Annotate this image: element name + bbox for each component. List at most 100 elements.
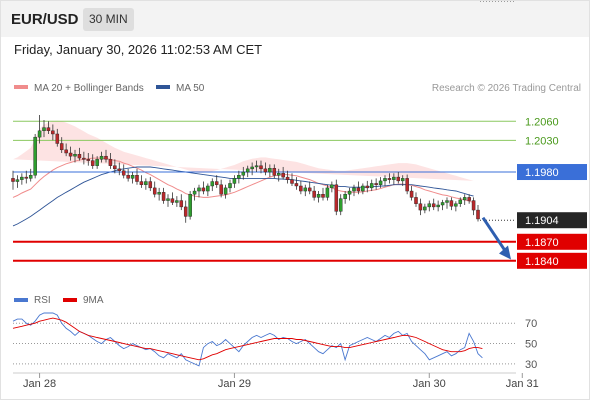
candle-body [449, 200, 454, 207]
x-axis: Jan 28 Jan 29 Jan 30 Jan 31 [13, 372, 539, 390]
legend-label-ma20: MA 20 + Bollinger Bands [34, 83, 144, 94]
candle-body [11, 178, 15, 182]
forecast-arrow-head [499, 245, 511, 260]
candle-body [392, 176, 396, 180]
candle-body [263, 168, 268, 173]
candle-body [347, 190, 352, 195]
candle-body [237, 174, 241, 179]
candle-body [183, 206, 188, 217]
candle-body [113, 165, 117, 170]
candle-body [152, 187, 157, 195]
candle-body [423, 206, 427, 211]
candle-body [28, 174, 33, 179]
candle-body [139, 181, 144, 185]
level-label-1.2030: 1.2030 [525, 135, 559, 147]
candle-body [55, 133, 60, 144]
candle-body [170, 198, 175, 203]
candle-body [383, 178, 387, 182]
candle-body [130, 174, 135, 179]
candle-body [299, 185, 303, 192]
x-tick-label: Jan 30 [413, 378, 446, 390]
rsi-legend: RSI 9MA [14, 295, 104, 306]
candle-body [64, 149, 68, 154]
candle-body [33, 136, 37, 176]
candle-body [378, 180, 383, 185]
candle-body [51, 130, 55, 135]
candle-body [316, 194, 321, 198]
candle-body [210, 181, 215, 187]
rsi-tick-label: 50 [525, 339, 537, 351]
level-badge-1.1840 [517, 252, 587, 269]
candle-body [121, 170, 126, 176]
legend-label-9ma: 9MA [83, 295, 104, 306]
candle-body [206, 185, 210, 192]
candle-body [86, 159, 91, 161]
candle-body [387, 178, 392, 180]
rsi-line [12, 312, 483, 367]
candle-body [223, 187, 228, 195]
candle-body [161, 192, 166, 201]
interval-button[interactable]: 30 MIN [83, 8, 134, 31]
level-badge-text-1.1840: 1.1840 [525, 256, 559, 268]
candle-body [405, 178, 409, 192]
candle-body [272, 168, 277, 176]
candle-body [188, 194, 192, 217]
legend-swatch-9ma [63, 298, 77, 302]
legend-label-ma50: MA 50 [176, 83, 205, 94]
candle-body [268, 168, 272, 173]
candle-body [250, 166, 254, 170]
legend-swatch-ma20 [14, 85, 28, 89]
candle-body [343, 194, 347, 199]
candle-body [361, 185, 365, 192]
candle-body [396, 176, 401, 182]
candle-body [445, 200, 449, 203]
candle-body [259, 165, 263, 170]
candle-body [462, 197, 467, 201]
candle-body [374, 183, 378, 185]
candle-body [330, 184, 334, 189]
legend-label-rsi: RSI [34, 295, 51, 306]
candle-body [175, 200, 179, 203]
candle-body [290, 179, 294, 184]
candle-body [90, 160, 95, 166]
candle-body [409, 190, 414, 198]
x-tick-label: Jan 31 [506, 378, 539, 390]
candle-body [68, 152, 73, 157]
candle-body [476, 209, 480, 220]
candle-body [59, 143, 64, 151]
candle-body [157, 192, 161, 195]
level-badge-1.1870 [517, 233, 587, 250]
candle-body [214, 181, 219, 185]
candle-body [135, 174, 139, 182]
candle-body [454, 203, 458, 207]
candle-body [471, 200, 476, 211]
candle-body [276, 173, 281, 176]
last-price-text: 1.1904 [525, 215, 559, 227]
candle-body [440, 202, 445, 206]
legend-swatch-ma50 [156, 85, 170, 89]
candle-body [356, 187, 361, 192]
x-tick-label: Jan 28 [23, 378, 56, 390]
candle-body [418, 203, 423, 211]
price-panel [11, 1, 516, 262]
level-label-1.2060: 1.2060 [525, 116, 559, 128]
candle-body [219, 184, 223, 195]
candle-body [254, 165, 259, 168]
candle-body [192, 190, 197, 195]
rsi-tick-label: 70 [525, 318, 537, 330]
candle-body [148, 181, 153, 189]
candle-body [436, 204, 440, 208]
candle-body [144, 181, 148, 185]
candle-body [245, 168, 250, 173]
candle-body [369, 183, 374, 189]
candle-body [126, 174, 130, 179]
candle-body [303, 187, 308, 192]
candle-body [334, 184, 339, 212]
candle-body [46, 127, 51, 132]
candle-body [166, 198, 170, 201]
candle-body [228, 183, 232, 189]
candle-body [458, 199, 463, 204]
candle-body [281, 173, 285, 178]
